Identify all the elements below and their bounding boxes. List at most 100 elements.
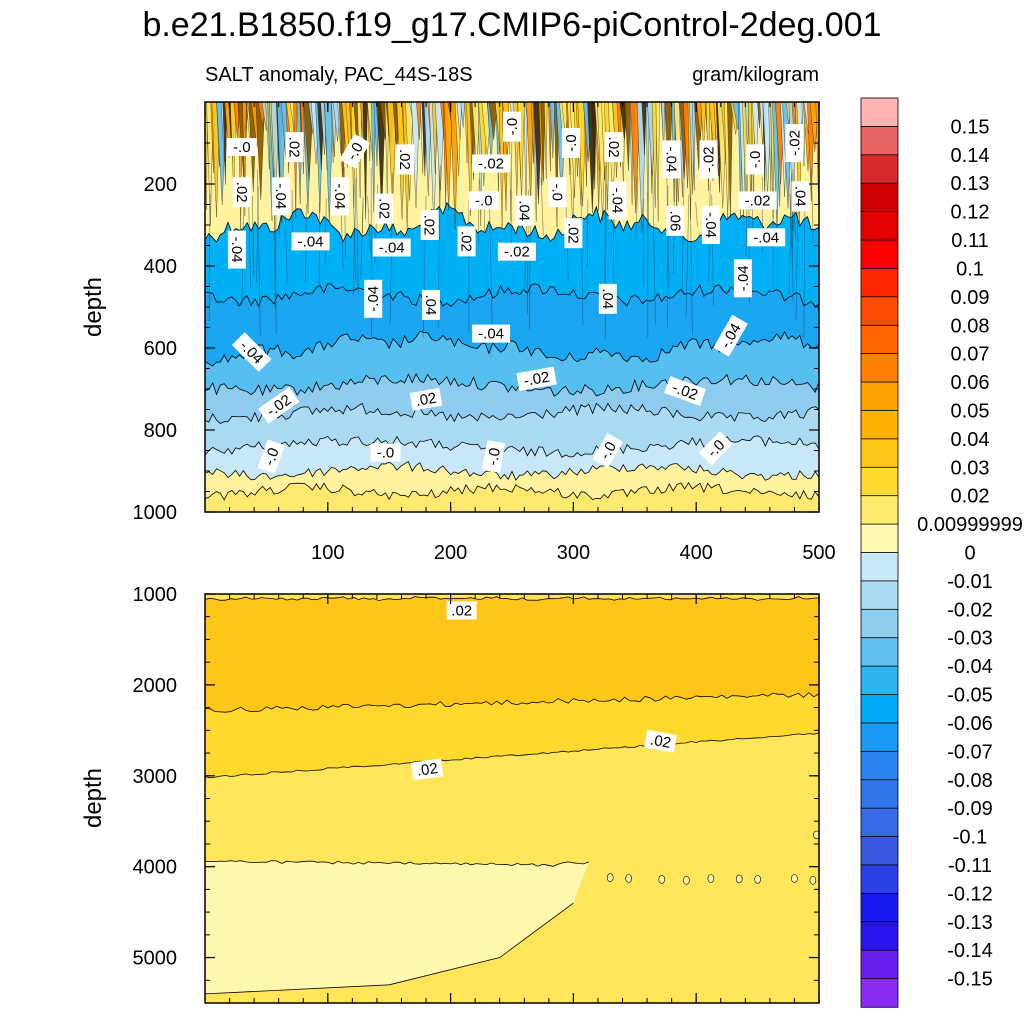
colorbar-label: -0.04 (947, 656, 993, 678)
upper-contour-label: -.0 (257, 439, 285, 474)
upper-contour-label-bg (375, 193, 394, 224)
upper-contour-label: -.04 (227, 230, 246, 269)
upper-contour-label-bg (701, 206, 720, 244)
colorbar-label: -0.14 (947, 940, 993, 962)
upper-contour-line (580, 193, 584, 326)
upper-surface-streak (664, 102, 673, 178)
upper-surface-streak (276, 102, 286, 224)
upper-contour-label-bg (515, 195, 534, 226)
lower-contour-island (735, 874, 743, 884)
upper-contour-label-bg (548, 177, 567, 208)
upper-contour-label-bg (232, 177, 251, 208)
upper-surface-streak (549, 102, 556, 159)
upper-contour-label-bg (257, 387, 300, 424)
upper-contour-label-text: .02 (286, 137, 303, 158)
upper-contour-label-bg (257, 439, 285, 474)
lower-panel-contour-labels: .02 .02 .02 (411, 601, 677, 781)
upper-contour-label: -.0 (482, 440, 506, 473)
upper-contour-label: .02 (285, 132, 304, 163)
colorbar-box (860, 580, 899, 611)
lower-contour-island (809, 875, 817, 885)
colorbar-label: 0.13 (951, 173, 990, 195)
upper-contour-label-bg (733, 259, 752, 298)
chart-title: b.e21.B1850.f19_g17.CMIP6-piControl-2deg… (142, 6, 881, 44)
colorbar-label: -0.08 (947, 770, 993, 792)
upper-contour-label: .02 (409, 387, 443, 411)
upper-contour-label-text: -.0 (377, 445, 395, 462)
upper-contour-line (689, 197, 693, 335)
upper-contour-label: -.04 (291, 232, 330, 251)
upper-contour-line (685, 194, 690, 318)
upper-contour-label-text: .04 (515, 200, 532, 221)
upper-contour-label-bg (738, 191, 777, 210)
y-tick-label: 800 (144, 420, 177, 442)
upper-surface-streak (641, 102, 647, 155)
upper-contour-label-text: .02 (605, 137, 622, 158)
x-tick-label: 300 (557, 542, 590, 564)
upper-contour-label: -.0 (592, 433, 624, 468)
lower-contour-label-text: .02 (649, 732, 672, 752)
colorbar-box (860, 268, 899, 298)
colorbar-label: 0.09 (951, 287, 990, 309)
upper-contour-line (791, 202, 794, 303)
upper-contour-line (205, 372, 819, 397)
upper-contour-label: .02 (564, 218, 583, 249)
upper-panel-ylabel: depth (80, 277, 107, 337)
upper-contour-label: -.04 (331, 177, 350, 216)
upper-contour-line (695, 201, 698, 227)
upper-contour-label-bg (472, 154, 511, 173)
lower-contour-label-bg (644, 729, 677, 753)
y-tick-label: 400 (144, 256, 177, 278)
upper-contour-label-text: -.04 (228, 237, 245, 263)
x-tick-label: 500 (802, 542, 835, 564)
upper-surface-streak (661, 102, 665, 155)
lower-contour-label: .02 (446, 601, 477, 620)
upper-surface-streak (526, 102, 534, 204)
upper-contour-label-bg (564, 218, 583, 249)
upper-contour-label-bg (396, 144, 415, 175)
upper-surface-streak (624, 102, 632, 171)
upper-contour-line (367, 196, 371, 253)
upper-contour-label-text: .02 (396, 149, 413, 170)
upper-surface-streak (757, 102, 761, 129)
colorbar-label: 0.1 (956, 258, 984, 280)
upper-contour-label-bg (516, 366, 557, 391)
upper-contour-line (652, 170, 656, 325)
upper-surface-streak (443, 102, 453, 211)
upper-contour-label-text: -.04 (478, 326, 504, 343)
upper-contour-label: .02 (232, 177, 251, 208)
upper-contour-label-bg (409, 387, 443, 411)
upper-contour-label: -.04 (364, 279, 383, 318)
colorbar-box (860, 296, 899, 326)
colorbar-box (860, 353, 899, 383)
colorbar: 0.15 0.14 0.13 0.12 0.11 0.1 0.09 0.08 0.07 0.06 0… (860, 97, 1023, 1008)
y-tick-label: 200 (144, 174, 177, 196)
upper-contour-line (324, 198, 327, 265)
upper-contour-label-text: -.04 (609, 187, 626, 213)
x-tick-label: 100 (311, 542, 344, 564)
upper-surface-streak (488, 102, 498, 140)
upper-contour-line (489, 202, 493, 330)
upper-contour-label-text: -.0 (233, 139, 251, 156)
colorbar-label: 0.04 (951, 429, 990, 451)
upper-contour-label: -.04 (272, 177, 291, 216)
upper-contour-label: .04 (598, 283, 617, 314)
upper-contour-label-bg (372, 238, 411, 257)
upper-contour-line (205, 461, 819, 481)
upper-contour-label-bg (664, 376, 707, 407)
upper-contour-label-bg (666, 205, 685, 236)
chart-subtitle-right: gram/kilogram (692, 64, 819, 86)
upper-surface-streak (700, 102, 706, 151)
colorbar-box (860, 608, 899, 639)
upper-surface-streak (416, 102, 422, 140)
upper-contour-label: -.0 (468, 191, 499, 210)
upper-surface-streak (630, 102, 641, 214)
upper-fill-band (205, 482, 819, 512)
colorbar-label: 0.06 (951, 372, 990, 394)
upper-panel-contour-labels: -.0 .02 -.0 .02 -.02 -.0 -.0 .02 -.04 -.02 -.0 -.02… (226, 111, 810, 474)
upper-contour-label-text: -.0 (747, 151, 764, 169)
upper-surface-streak (651, 102, 658, 208)
colorbar-box (860, 949, 899, 980)
lower-contour-label-bg (446, 601, 477, 620)
lower-contour-line (205, 860, 589, 867)
